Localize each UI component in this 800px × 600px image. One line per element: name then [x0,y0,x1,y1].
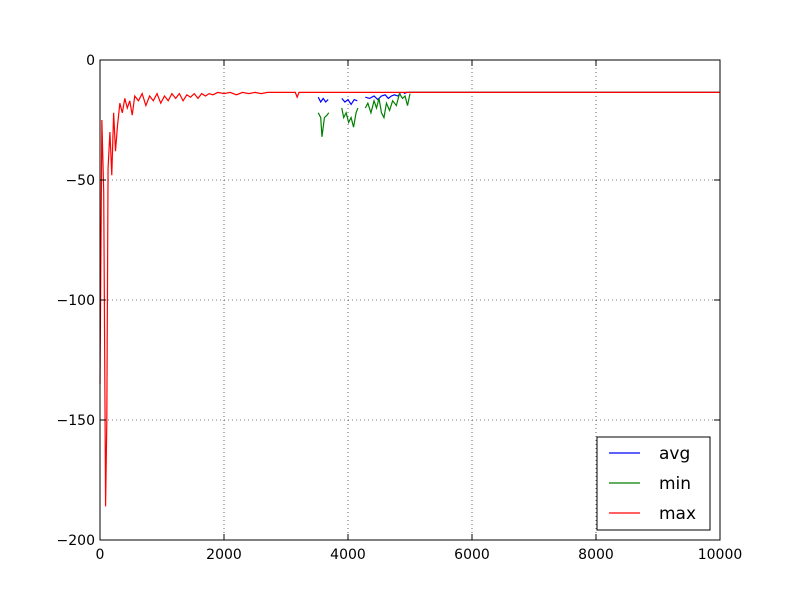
y-tick-label: −50 [65,173,95,189]
legend-label-avg: avg [659,444,690,464]
x-tick-label: 4000 [330,547,366,563]
y-tick-label: 0 [86,53,95,69]
grid [100,60,720,540]
legend: avg min max [596,436,711,531]
legend-label-min: min [659,474,691,494]
series-line-max [99,91,720,507]
series-line-avg [317,96,329,104]
series-line-avg [341,98,358,106]
series-lines [99,91,720,507]
x-tick-label: 6000 [454,547,490,563]
y-tick-label: −100 [57,293,95,309]
series-line-min [341,107,359,128]
y-tick-label: −200 [57,533,95,549]
series-line-min [364,92,411,120]
legend-label-max: max [659,504,696,524]
x-tick-label: 0 [96,547,105,563]
x-tick-label: 8000 [578,547,614,563]
y-tick-label: −150 [57,413,95,429]
axis-ticks: 0 2000 4000 6000 8000 10000 0 −50 −100 −150 −200 [57,53,743,563]
x-tick-label: 2000 [206,547,242,563]
x-tick-label: 10000 [698,547,743,563]
series-line-avg [365,93,402,101]
series-line-min [317,112,330,137]
